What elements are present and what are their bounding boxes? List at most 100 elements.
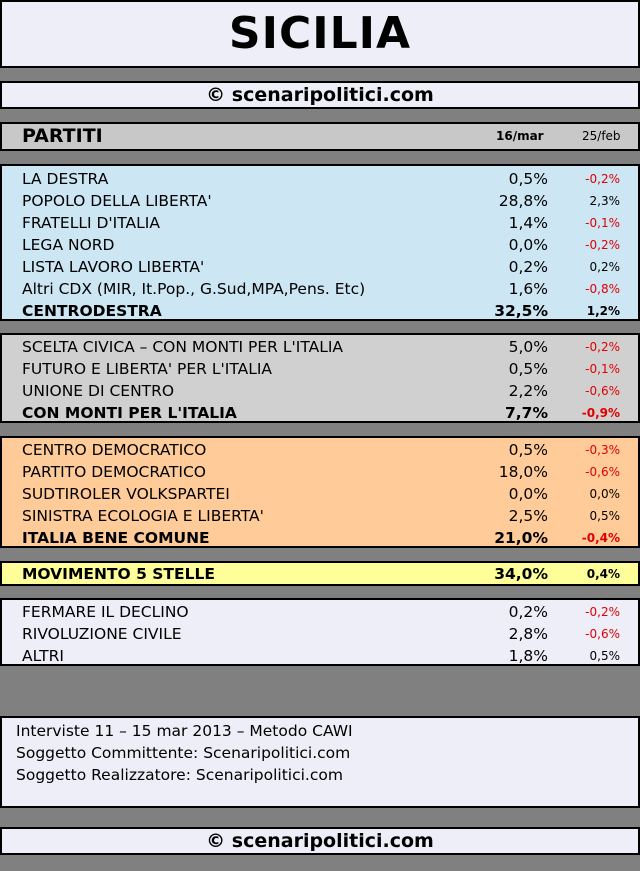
coalition-total-row: MOVIMENTO 5 STELLE 34,0% 0,4% [2, 563, 638, 585]
vote-share: 2,5% [508, 507, 548, 525]
vote-change: -0,6% [585, 627, 620, 641]
vote-share: 1,6% [508, 280, 548, 298]
group-italia-bene-comune: CENTRO DEMOCRATICO 0,5% -0,3% PARTITO DEMOC… [0, 436, 640, 548]
vote-share: 32,5% [494, 302, 548, 320]
vote-change: -0,3% [585, 443, 620, 457]
party-name: SUDTIROLER VOLKSPARTEI [22, 485, 230, 503]
site-banner-top: © scenaripolitici.com [0, 81, 640, 109]
header-date-current: 16/mar [496, 129, 544, 143]
survey-info: Interviste 11 – 15 mar 2013 – Metodo CAW… [0, 716, 640, 808]
vote-share: 0,5% [508, 441, 548, 459]
party-row: PARTITO DEMOCRATICO 18,0% -0,6% [2, 461, 638, 483]
page-title: SICILIA [228, 8, 412, 59]
separator [0, 548, 640, 561]
coalition-total-row: CENTRODESTRA 32,5% 1,2% [2, 300, 638, 322]
vote-share: 2,2% [508, 382, 548, 400]
coalition-total-row: CON MONTI PER L'ITALIA 7,7% -0,9% [2, 402, 638, 424]
vote-change: 2,3% [589, 194, 621, 208]
party-name: PARTITO DEMOCRATICO [22, 463, 206, 481]
group-others: FERMARE IL DECLINO 0,2% -0,2% RIVOLUZIONE C… [0, 598, 640, 666]
vote-share: 2,8% [508, 625, 548, 643]
separator [0, 423, 640, 436]
coalition-name: ITALIA BENE COMUNE [22, 529, 210, 547]
party-row: FERMARE IL DECLINO 0,2% -0,2% [2, 601, 638, 623]
vote-share: 0,5% [508, 360, 548, 378]
vote-change: 1,2% [586, 304, 620, 318]
party-name: SCELTA CIVICA – CON MONTI PER L'ITALIA [22, 338, 344, 356]
header-label: PARTITI [22, 125, 103, 147]
party-row: UNIONE DI CENTRO 2,2% -0,6% [2, 380, 638, 402]
separator [0, 666, 640, 716]
vote-change: -0,2% [585, 238, 620, 252]
vote-share: 21,0% [494, 529, 548, 547]
party-name: CENTRO DEMOCRATICO [22, 441, 207, 459]
party-row: SCELTA CIVICA – CON MONTI PER L'ITALIA 5,… [2, 336, 638, 358]
party-row: CENTRO DEMOCRATICO 0,5% -0,3% [2, 439, 638, 461]
party-name: FRATELLI D'ITALIA [22, 214, 160, 232]
vote-change: -0,6% [585, 465, 620, 479]
party-name: FERMARE IL DECLINO [22, 603, 189, 621]
party-row: Altri CDX (MIR, It.Pop., G.Sud,MPA,Pens.… [2, 278, 638, 300]
vote-change: 0,4% [586, 567, 620, 581]
info-line-committente: Soggetto Committente: Scenaripolitici.co… [16, 744, 351, 762]
party-row: LEGA NORD 0,0% -0,2% [2, 234, 638, 256]
title-banner: SICILIA [0, 0, 640, 68]
group-centrodestra: LA DESTRA 0,5% -0,2% POPOLO DELLA LIBERTA' 2… [0, 164, 640, 321]
site-banner-bottom: © scenaripolitici.com [0, 827, 640, 855]
group-m5s: MOVIMENTO 5 STELLE 34,0% 0,4% [0, 561, 640, 586]
vote-share: 28,8% [498, 192, 548, 210]
vote-change: -0,2% [585, 605, 620, 619]
vote-share: 0,2% [508, 258, 548, 276]
separator [0, 586, 640, 598]
separator [0, 321, 640, 333]
vote-share: 7,7% [505, 404, 548, 422]
vote-share: 5,0% [508, 338, 548, 356]
vote-change: 0,2% [589, 260, 621, 274]
header-date-previous: 25/feb [582, 129, 621, 143]
vote-share: 18,0% [498, 463, 548, 481]
table-header: PARTITI 16/mar 25/feb [0, 122, 640, 151]
separator [0, 855, 640, 871]
vote-change: -0,6% [585, 384, 620, 398]
party-row: ALTRI 1,8% 0,5% [2, 645, 638, 667]
vote-share: 1,8% [508, 647, 548, 665]
group-monti: SCELTA CIVICA – CON MONTI PER L'ITALIA 5,… [0, 333, 640, 423]
party-row: SINISTRA ECOLOGIA E LIBERTA' 2,5% 0,5% [2, 505, 638, 527]
vote-change: -0,1% [585, 216, 620, 230]
party-row: POPOLO DELLA LIBERTA' 28,8% 2,3% [2, 190, 638, 212]
vote-change: -0,4% [581, 531, 620, 545]
vote-change: -0,2% [585, 340, 620, 354]
party-name: LEGA NORD [22, 236, 115, 254]
vote-change: -0,9% [581, 406, 620, 420]
site-label: © scenaripolitici.com [206, 84, 434, 106]
vote-share: 0,5% [508, 170, 548, 188]
party-row: RIVOLUZIONE CIVILE 2,8% -0,6% [2, 623, 638, 645]
vote-share: 0,0% [508, 236, 548, 254]
info-line-dates: Interviste 11 – 15 mar 2013 – Metodo CAW… [16, 722, 353, 740]
vote-share: 34,0% [494, 565, 548, 583]
vote-share: 0,0% [508, 485, 548, 503]
party-name: SINISTRA ECOLOGIA E LIBERTA' [22, 507, 264, 525]
coalition-name: CENTRODESTRA [22, 302, 162, 320]
vote-change: 0,5% [589, 509, 621, 523]
vote-change: -0,1% [585, 362, 620, 376]
info-line-realizzatore: Soggetto Realizzatore: Scenaripolitici.c… [16, 766, 343, 784]
site-label: © scenaripolitici.com [206, 830, 434, 852]
party-name: LISTA LAVORO LIBERTA' [22, 258, 205, 276]
vote-share: 0,2% [508, 603, 548, 621]
party-name: UNIONE DI CENTRO [22, 382, 175, 400]
party-row: SUDTIROLER VOLKSPARTEI 0,0% 0,0% [2, 483, 638, 505]
vote-change: -0,8% [585, 282, 620, 296]
party-name: ALTRI [22, 647, 64, 665]
coalition-name: CON MONTI PER L'ITALIA [22, 404, 237, 422]
coalition-name: MOVIMENTO 5 STELLE [22, 565, 215, 583]
vote-share: 1,4% [508, 214, 548, 232]
party-row: FRATELLI D'ITALIA 1,4% -0,1% [2, 212, 638, 234]
coalition-total-row: ITALIA BENE COMUNE 21,0% -0,4% [2, 527, 638, 549]
separator [0, 808, 640, 827]
party-name: RIVOLUZIONE CIVILE [22, 625, 182, 643]
party-name: LA DESTRA [22, 170, 109, 188]
party-name: POPOLO DELLA LIBERTA' [22, 192, 212, 210]
vote-change: -0,2% [585, 172, 620, 186]
party-name: FUTURO E LIBERTA' PER L'ITALIA [22, 360, 273, 378]
